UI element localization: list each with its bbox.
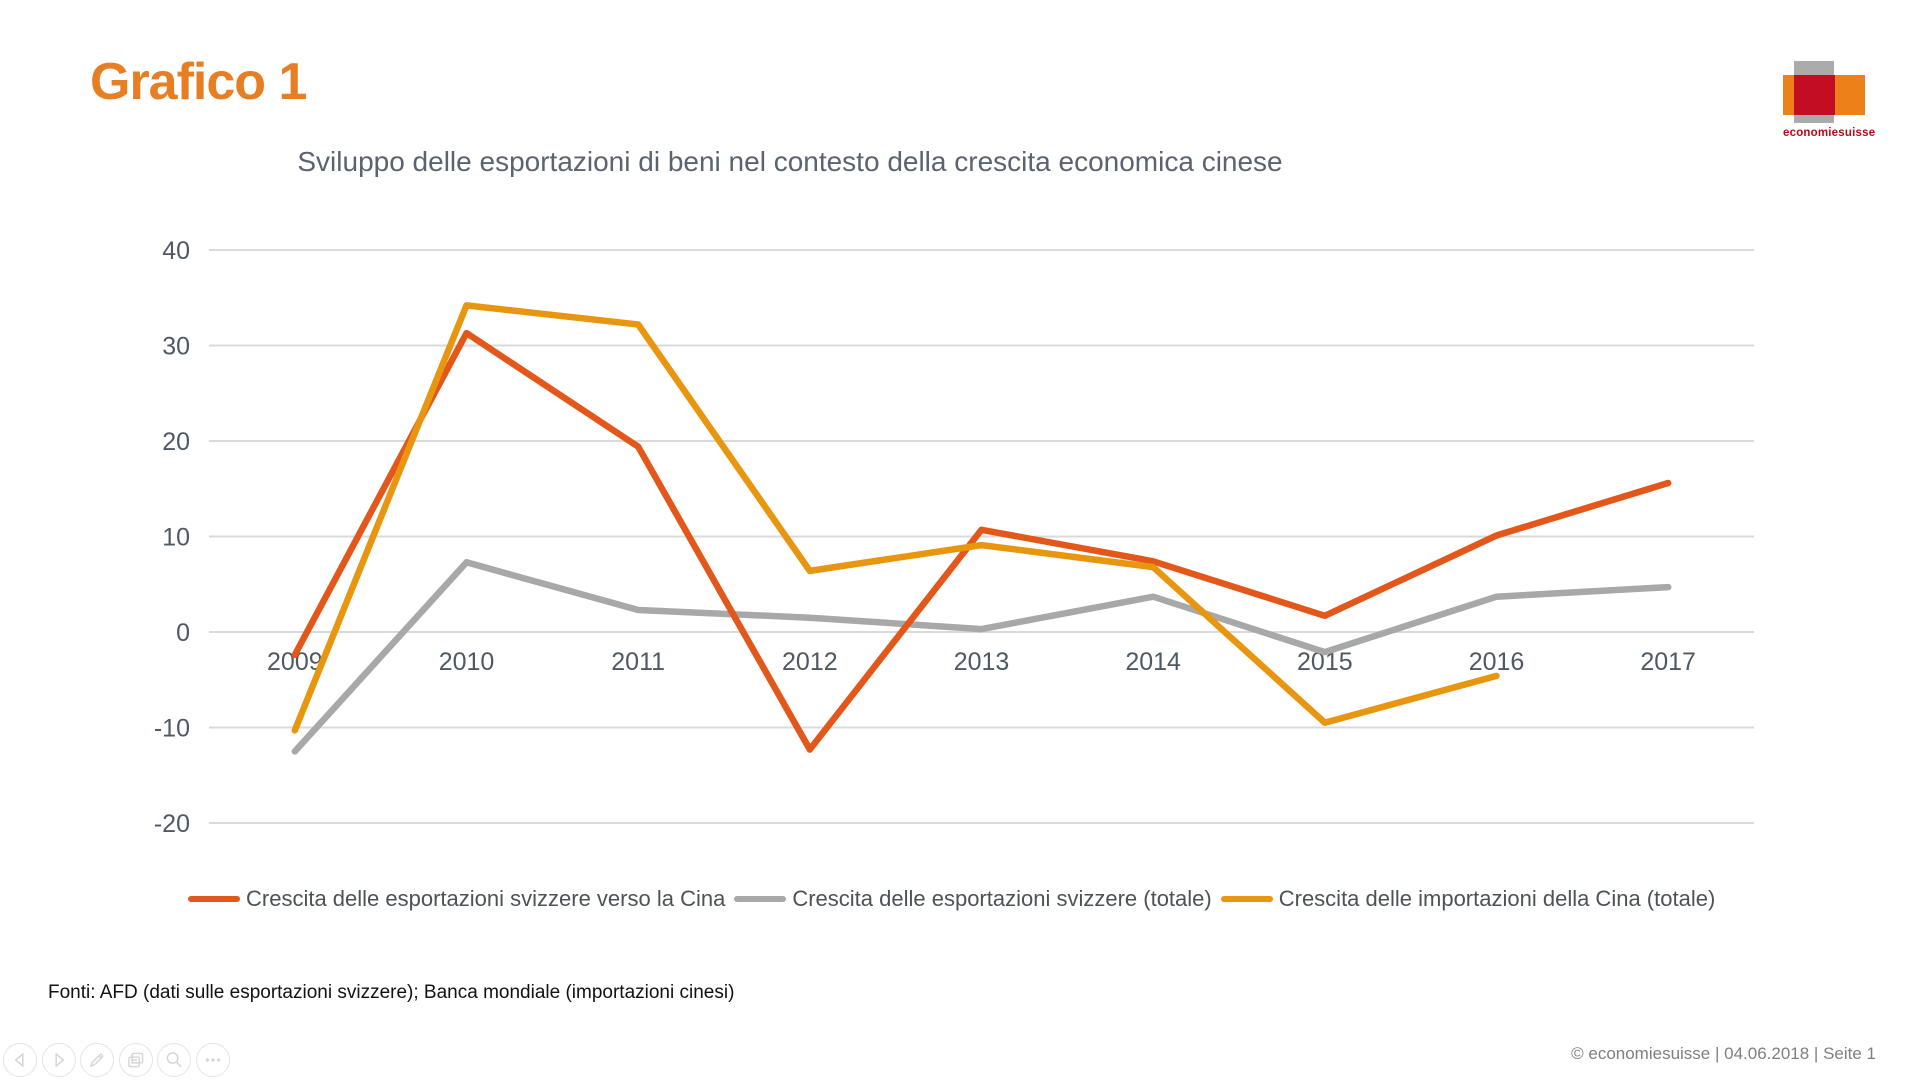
slide-footer: © economiesuisse | 04.06.2018 | Seite 1 xyxy=(1571,1044,1876,1063)
source-note: Fonti: AFD (dati sulle esportazioni sviz… xyxy=(48,982,735,1003)
chart-title: Sviluppo delle esportazioni di beni nel … xyxy=(297,146,1283,177)
legend-swatch-gray-line xyxy=(734,895,787,903)
page-title: Grafico 1 xyxy=(90,53,307,111)
y-tick-label: 10 xyxy=(162,524,190,552)
magnifier-icon xyxy=(166,1052,182,1068)
more-options-button[interactable] xyxy=(195,1043,230,1077)
pen-tool-button[interactable] xyxy=(80,1043,114,1077)
y-tick-label: 0 xyxy=(176,619,190,647)
y-tick-label: -10 xyxy=(154,715,190,743)
x-tick-label: 2016 xyxy=(1469,648,1525,676)
chart-legend: Crescita delle esportazioni svizzere ver… xyxy=(188,886,1715,912)
next-slide-button[interactable] xyxy=(41,1043,76,1077)
x-tick-label: 2011 xyxy=(611,648,665,676)
x-tick-label: 2017 xyxy=(1640,648,1696,676)
legend-swatch-orange-line xyxy=(1220,895,1273,903)
series-line-0 xyxy=(291,329,1672,753)
x-tick-label: 2012 xyxy=(782,648,838,676)
arrow-right-icon xyxy=(54,1053,64,1067)
legend-label: Crescita delle importazioni della Cina (… xyxy=(1278,886,1716,911)
x-tick-label: 2013 xyxy=(954,648,1010,676)
logo-red-square xyxy=(1794,75,1835,115)
arrow-left-icon xyxy=(15,1053,24,1067)
legend-item-esportazioni-totale: Crescita delle esportazioni svizzere (to… xyxy=(734,886,1212,912)
previous-slide-button[interactable] xyxy=(3,1043,37,1077)
economiesuisse-logo: economiesuisse xyxy=(1783,61,1876,143)
presenter-toolbar xyxy=(3,1043,230,1077)
legend-label: Crescita delle esportazioni svizzere (to… xyxy=(792,886,1212,911)
slides-grid-icon xyxy=(127,1052,143,1068)
x-tick-label: 2014 xyxy=(1125,648,1181,676)
legend-label: Crescita delle esportazioni svizzere ver… xyxy=(246,886,726,911)
ellipsis-icon xyxy=(205,1058,220,1062)
series-line-2 xyxy=(291,302,1500,734)
legend-item-importazioni-cina: Crescita delle importazioni della Cina (… xyxy=(1220,886,1716,912)
pen-icon xyxy=(90,1053,104,1067)
x-tick-label: 2010 xyxy=(439,648,495,676)
legend-swatch-red-line xyxy=(188,895,240,903)
y-tick-label: 40 xyxy=(162,237,190,265)
see-all-slides-button[interactable] xyxy=(118,1043,153,1077)
legend-item-esportazioni-verso-cina: Crescita delle esportazioni svizzere ver… xyxy=(188,886,725,912)
y-tick-label: 30 xyxy=(162,333,190,361)
logo-wordmark: economiesuisse xyxy=(1783,127,1876,139)
zoom-button[interactable] xyxy=(157,1043,191,1077)
y-tick-label: -20 xyxy=(154,810,190,838)
y-tick-label: 20 xyxy=(162,428,190,456)
series-line-1 xyxy=(291,559,1672,755)
